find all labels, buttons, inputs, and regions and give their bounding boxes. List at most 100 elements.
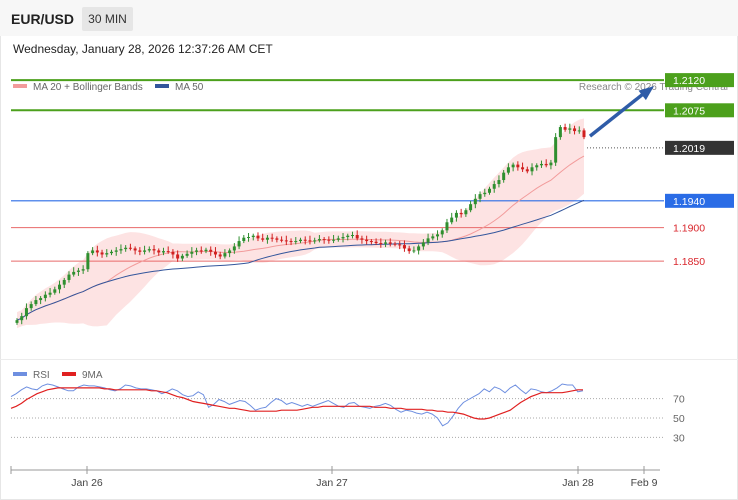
candle-body — [525, 169, 529, 172]
candle-body — [161, 251, 165, 253]
candle — [525, 166, 529, 174]
candle-body — [91, 250, 95, 254]
pivot-label-1.1940: 1.1940 — [673, 196, 705, 208]
level-labels: 1.2120 1.2075 1.2019 1.1940 1.1900 1.1850 — [665, 73, 734, 268]
candle-body — [213, 251, 217, 255]
candle-body — [247, 237, 251, 239]
candle — [516, 161, 520, 171]
support-label-1.1850: 1.1850 — [673, 256, 705, 268]
candle-body — [242, 237, 246, 242]
datetime-label: Wednesday, January 28, 2026 12:37:26 AM … — [13, 42, 273, 56]
candle — [284, 235, 288, 246]
candle-body — [374, 241, 378, 244]
candle — [407, 245, 411, 254]
candle — [436, 230, 440, 241]
support-label-1.1900: 1.1900 — [673, 223, 705, 235]
candle — [544, 159, 548, 168]
candle-body — [256, 235, 260, 239]
candle-body — [157, 250, 161, 253]
candle-body — [398, 244, 402, 246]
candle — [473, 194, 477, 209]
candle — [388, 238, 392, 247]
candle — [402, 240, 406, 252]
candle — [199, 246, 203, 254]
candle — [62, 277, 66, 288]
candle-body — [275, 238, 279, 240]
candle — [445, 218, 449, 234]
rsi-ma-legend-swatch — [62, 372, 76, 376]
candle — [247, 233, 251, 242]
candle — [275, 236, 279, 243]
candle-body — [402, 245, 406, 249]
timeframe-button[interactable]: 30 MIN — [82, 7, 133, 31]
candle — [454, 210, 458, 222]
candle — [417, 244, 421, 255]
candle-body — [464, 210, 468, 215]
candle — [539, 160, 543, 168]
candle — [549, 159, 553, 170]
candle-body — [445, 222, 449, 231]
candle — [299, 237, 302, 244]
rsi-lines — [10, 383, 584, 427]
candle-body — [497, 180, 501, 185]
candle-body — [180, 255, 184, 259]
candle — [24, 303, 28, 320]
candle — [350, 231, 354, 239]
candle — [558, 125, 562, 140]
candle-body — [483, 192, 487, 195]
rsi-ma-legend-label: 9MA — [82, 370, 103, 381]
candle — [105, 249, 109, 258]
candle-body — [317, 239, 321, 241]
candle — [124, 245, 128, 252]
x-axis-tick-label-2: Jan 28 — [562, 477, 594, 489]
candle — [488, 186, 491, 195]
moving-averages — [16, 155, 585, 321]
candle — [426, 233, 430, 246]
candle-body — [426, 238, 430, 243]
candle-body — [289, 241, 293, 243]
candle-body — [492, 184, 496, 189]
candle-body — [478, 194, 482, 199]
pivot-tag-1.1940 — [665, 193, 734, 208]
candle — [497, 175, 501, 188]
candle-body — [346, 235, 350, 238]
candle-body — [440, 230, 444, 235]
candle — [76, 267, 80, 276]
x-axis-tick-label-0: Jan 26 — [71, 477, 103, 489]
candle — [346, 233, 350, 241]
candle — [506, 163, 510, 175]
candle — [157, 248, 161, 256]
rsi-line — [10, 383, 584, 427]
candle — [440, 228, 444, 238]
candle-body — [332, 239, 336, 241]
candle — [577, 126, 581, 134]
candles — [15, 123, 586, 325]
candle-body — [313, 240, 317, 242]
candle-body — [284, 240, 288, 242]
candle-body — [48, 292, 52, 295]
candle — [450, 212, 454, 225]
candle-body — [171, 251, 175, 255]
candle — [459, 208, 463, 218]
candle-body — [431, 236, 435, 239]
candle-body — [379, 243, 383, 245]
candle-body — [412, 250, 416, 252]
candle-body — [539, 163, 543, 166]
candle-body — [530, 167, 534, 172]
candle — [256, 232, 260, 242]
arrow-head — [638, 86, 654, 101]
last-price-label-1.2019: 1.2019 — [673, 143, 705, 155]
candle — [133, 246, 137, 255]
rsi-level-label-50: 50 — [673, 413, 685, 425]
candle-body — [280, 239, 284, 241]
candle-body — [185, 253, 189, 256]
candle-body — [454, 212, 458, 218]
candle-body — [294, 241, 298, 243]
candle — [355, 230, 359, 241]
candle — [39, 296, 43, 305]
candle — [223, 249, 227, 259]
arrow-shaft — [588, 88, 650, 138]
candle — [360, 235, 364, 244]
candle — [29, 301, 33, 311]
